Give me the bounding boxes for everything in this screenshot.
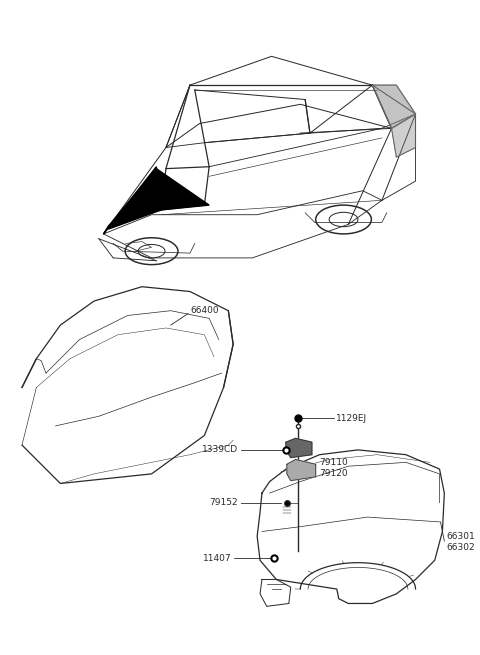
Polygon shape [108, 168, 209, 229]
Polygon shape [392, 114, 416, 157]
Text: 66301: 66301 [446, 532, 475, 541]
Text: 11407: 11407 [203, 554, 231, 563]
Text: 79110: 79110 [320, 458, 348, 467]
Polygon shape [286, 438, 312, 458]
Text: 79152: 79152 [209, 498, 238, 507]
Text: 1129EJ: 1129EJ [336, 414, 367, 422]
Polygon shape [104, 167, 161, 234]
Text: 66400: 66400 [190, 306, 218, 315]
Text: 79120: 79120 [320, 470, 348, 478]
Text: 1339CD: 1339CD [202, 445, 238, 455]
Polygon shape [287, 460, 316, 481]
Text: 66302: 66302 [446, 543, 475, 552]
Polygon shape [372, 85, 416, 128]
